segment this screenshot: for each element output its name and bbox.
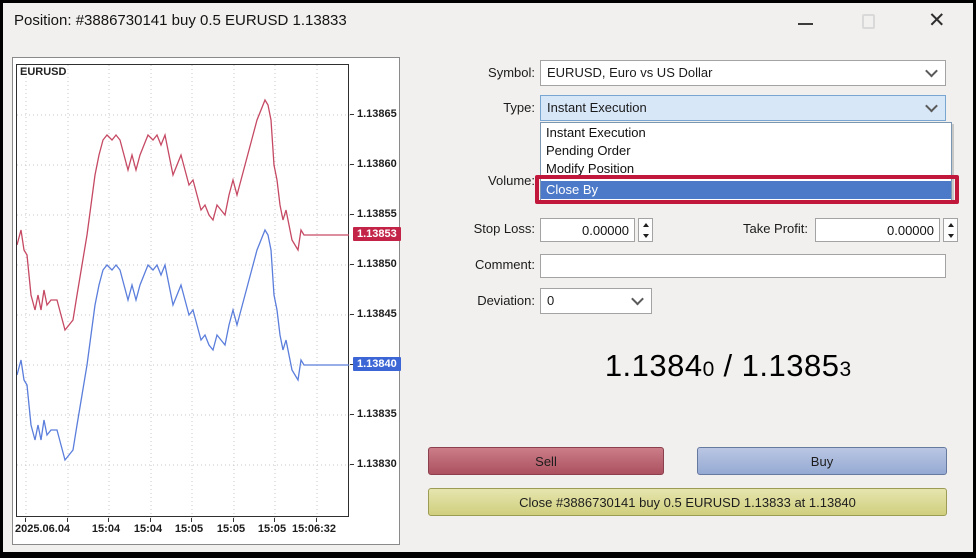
title-bar: Position: #3886730141 buy 0.5 EURUSD 1.1…	[3, 3, 973, 41]
ask-price-pip: 3	[839, 358, 852, 381]
time-axis-tick	[316, 518, 317, 522]
price-axis-label: 1.13865	[350, 108, 397, 120]
bid-ask-quote: 1.13840 / 1.13853	[503, 348, 953, 384]
time-axis-tick	[108, 518, 109, 522]
time-axis-label: 15:05	[174, 523, 204, 535]
time-axis-tick	[191, 518, 192, 522]
chevron-down-icon	[631, 292, 644, 306]
deviation-value: 0	[547, 293, 555, 308]
take-profit-label: Take Profit:	[742, 221, 808, 236]
dropdown-option-pending-order[interactable]: Pending Order	[546, 143, 631, 158]
stop-loss-label: Stop Loss:	[473, 221, 535, 236]
dropdown-option-modify-position[interactable]: Modify Position	[546, 161, 635, 176]
chevron-down-icon	[925, 64, 938, 78]
date-axis-label: 2025.06.04	[15, 523, 71, 535]
spin-up-icon[interactable]	[639, 219, 652, 230]
sell-button[interactable]: Sell	[428, 447, 664, 475]
time-axis-label: 15:04	[133, 523, 163, 535]
price-axis-label: 1.13845	[350, 308, 397, 320]
price-axis-label: 1.13860	[350, 158, 397, 170]
maximize-icon	[862, 14, 875, 29]
price-axis-label: 1.13835	[350, 408, 397, 420]
dropdown-option-instant-execution[interactable]: Instant Execution	[546, 125, 646, 140]
type-label: Type:	[503, 100, 535, 115]
dropdown-option-close-by[interactable]: Close By	[541, 181, 951, 199]
symbol-value: EURUSD, Euro vs US Dollar	[547, 65, 713, 80]
comment-label: Comment:	[475, 257, 535, 272]
time-axis-tick	[150, 518, 151, 522]
chevron-down-icon	[925, 99, 938, 113]
take-profit-input[interactable]	[815, 218, 940, 242]
spin-down-icon[interactable]	[944, 230, 957, 241]
bid-price-pip: 0	[702, 358, 715, 381]
chart-plot-area	[16, 64, 350, 518]
time-axis-label: 15:05	[216, 523, 246, 535]
time-axis-label: 15:05	[257, 523, 287, 535]
time-axis-label: 15:04	[91, 523, 121, 535]
ask-price: 1.1385	[741, 348, 840, 383]
price-axis-label: 1.13850	[350, 258, 397, 270]
stop-loss-stepper[interactable]	[638, 218, 653, 242]
ask-price-badge: 1.13853	[353, 227, 401, 241]
type-value: Instant Execution	[547, 100, 647, 115]
bid-price: 1.1384	[604, 348, 703, 383]
deviation-label: Deviation:	[477, 293, 535, 308]
time-axis-tick	[274, 518, 275, 522]
quote-separator: /	[714, 348, 742, 383]
comment-input[interactable]	[540, 254, 946, 278]
take-profit-stepper[interactable]	[943, 218, 958, 242]
close-position-button[interactable]: Close #3886730141 buy 0.5 EURUSD 1.13833…	[428, 488, 947, 516]
minimize-icon[interactable]	[798, 23, 813, 25]
price-axis-label: 1.13855	[350, 208, 397, 220]
time-axis-label: 15:06:32	[291, 523, 337, 535]
price-axis-label: 1.13830	[350, 458, 397, 470]
buy-button[interactable]: Buy	[697, 447, 947, 475]
spin-down-icon[interactable]	[639, 230, 652, 241]
type-combobox[interactable]: Instant Execution	[540, 95, 946, 121]
bid-price-badge: 1.13840	[353, 357, 401, 371]
volume-label: Volume:	[488, 173, 535, 188]
type-dropdown-list: Instant Execution Pending Order Modify P…	[540, 122, 952, 202]
time-axis-tick	[233, 518, 234, 522]
symbol-label: Symbol:	[488, 65, 535, 80]
time-axis-tick	[67, 518, 68, 522]
symbol-combobox[interactable]: EURUSD, Euro vs US Dollar	[540, 60, 946, 86]
spin-up-icon[interactable]	[944, 219, 957, 230]
tick-chart-panel: EURUSD 1.13865 1.13860 1.13855 1.13850 1.138…	[12, 57, 401, 545]
tick-chart	[16, 65, 350, 518]
deviation-combobox[interactable]: 0	[540, 288, 652, 314]
close-icon[interactable]: ✕	[928, 9, 946, 32]
time-axis-tick	[25, 518, 26, 522]
window-title: Position: #3886730141 buy 0.5 EURUSD 1.1…	[14, 12, 347, 29]
stop-loss-input[interactable]	[540, 218, 635, 242]
chart-symbol-label: EURUSD	[20, 66, 67, 78]
